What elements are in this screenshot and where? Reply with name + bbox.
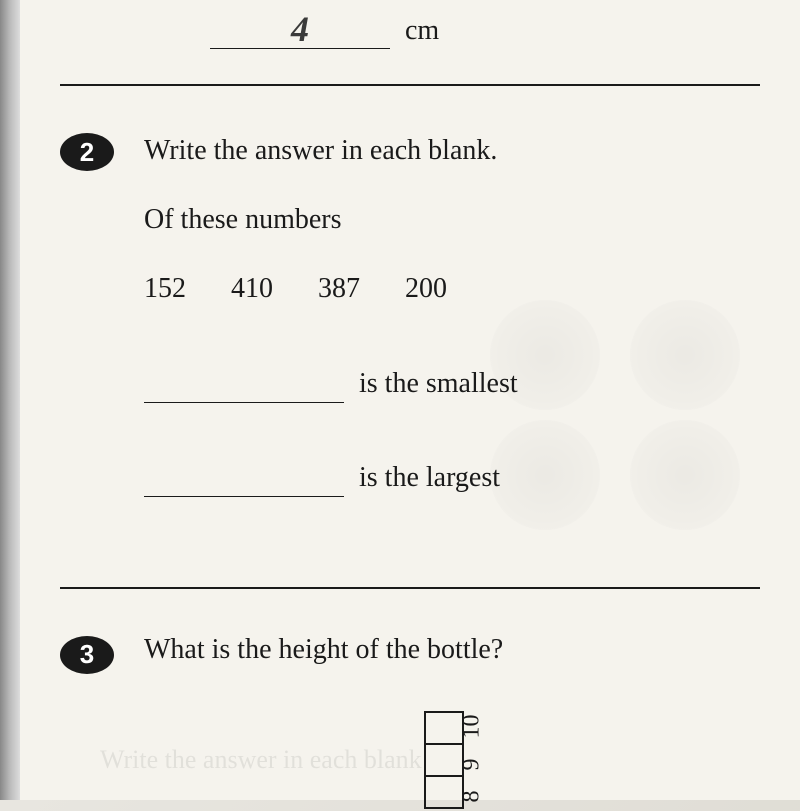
- largest-label: is the largest: [359, 458, 500, 497]
- question-instruction: What is the height of the bottle?: [144, 634, 503, 666]
- section-divider: [60, 84, 760, 86]
- question-instruction: Write the answer in each blank.: [144, 131, 760, 170]
- number-option: 410: [231, 269, 273, 308]
- bleed-through-text: Write the answer in each blank: [100, 745, 422, 775]
- question-number: 3: [80, 639, 94, 670]
- paper-watermark: [630, 420, 740, 530]
- question-3-body: What is the height of the bottle? 10 9 8: [144, 634, 503, 811]
- page-edge-shadow: [0, 0, 20, 800]
- paper-watermark: [630, 300, 740, 410]
- question-subtext: Of these numbers: [144, 200, 760, 239]
- ruler-tick-label: 9: [459, 758, 486, 770]
- unit-label: cm: [405, 15, 439, 49]
- paper-watermark: [490, 300, 600, 410]
- handwritten-answer: 4: [291, 8, 309, 50]
- question-number-badge: 3: [60, 636, 114, 674]
- worksheet-page: 4 cm 2 Write the answer in each blank. O…: [20, 0, 800, 800]
- answer-blank[interactable]: 4: [210, 21, 390, 49]
- ruler-segment: [426, 777, 462, 809]
- question-number-badge: 2: [60, 133, 114, 171]
- ruler-segment: [426, 713, 462, 745]
- ruler-tick-label: 8: [459, 790, 486, 802]
- answer-blank-largest[interactable]: [144, 465, 344, 497]
- ruler-diagram: 10 9 8: [424, 711, 503, 811]
- ruler-tick-label: 10: [459, 714, 486, 738]
- answer-blank-smallest[interactable]: [144, 371, 344, 403]
- number-option: 200: [405, 269, 447, 308]
- question-number: 2: [80, 137, 94, 168]
- paper-watermark: [490, 420, 600, 530]
- number-option: 152: [144, 269, 186, 308]
- question-1-answer-area: 4 cm: [60, 0, 760, 49]
- number-option: 387: [318, 269, 360, 308]
- ruler-segment: [426, 745, 462, 777]
- question-3: 3 What is the height of the bottle? 10 9…: [60, 634, 760, 811]
- section-divider: [60, 587, 760, 589]
